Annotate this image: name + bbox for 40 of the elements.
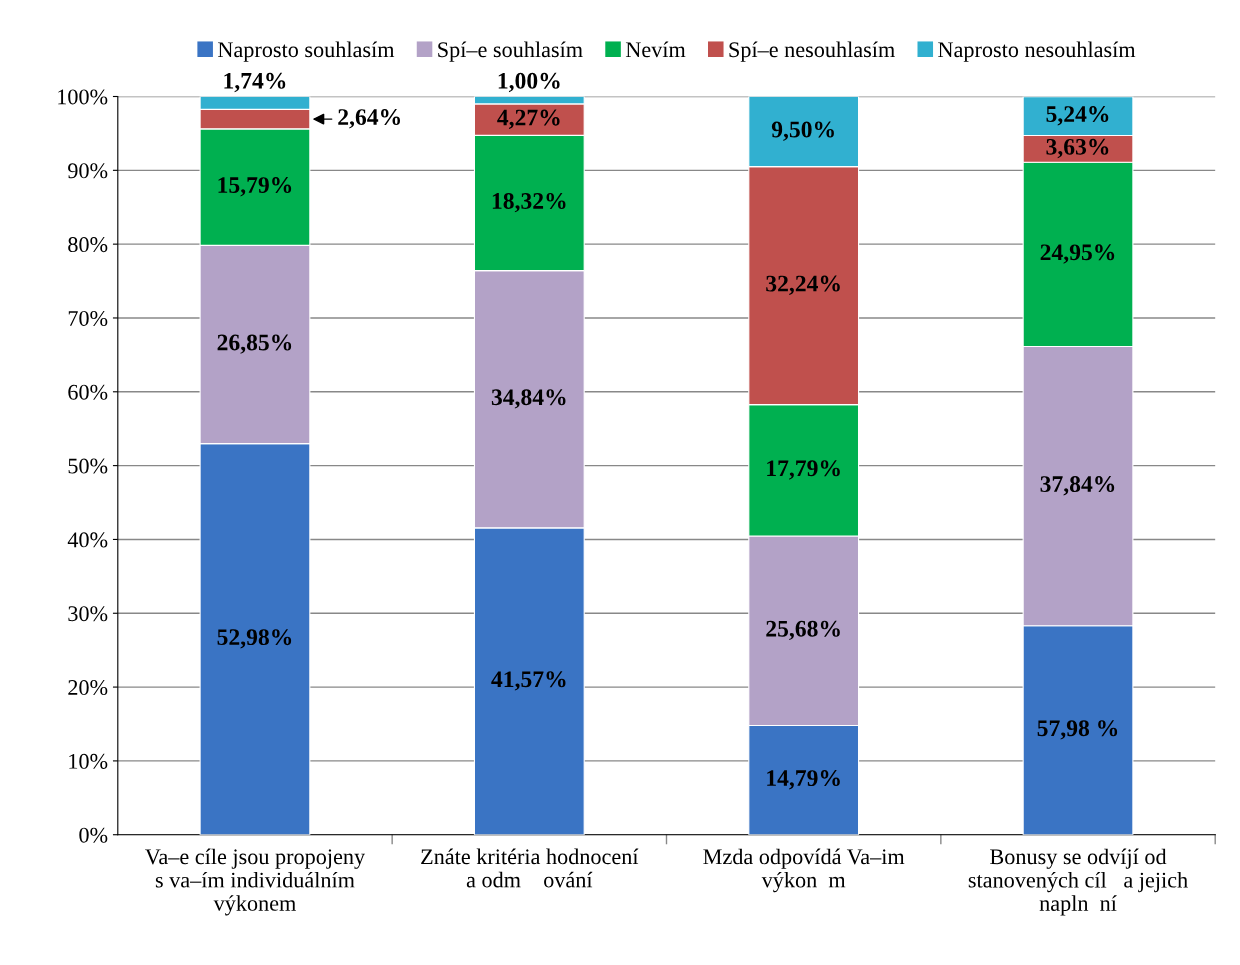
y-tick-label: 70% (68, 310, 108, 326)
y-tick-label: 60% (68, 384, 108, 400)
data-label: 2,64% (338, 109, 400, 129)
data-label: 26,85% (217, 334, 292, 354)
data-label: 25,68% (766, 620, 840, 641)
data-label: 52,98% (217, 629, 292, 649)
y-tick-label: 10% (69, 753, 108, 769)
data-label: 9,50% (771, 121, 834, 141)
data-label: 37,84% (1040, 476, 1115, 496)
legend-label: Spí–e souhlasím (438, 41, 583, 62)
y-tick-label: 20% (68, 680, 108, 696)
legend-label: Naprosto souhlasím (218, 41, 395, 62)
data-label: 4,27% (497, 109, 560, 129)
y-tick-label: 50% (68, 458, 108, 474)
y-tick-label: 30% (68, 606, 108, 622)
data-label: 15,79% (218, 177, 292, 197)
data-label: 17,79% (767, 460, 840, 480)
y-tick-label: 100% (58, 89, 108, 105)
data-label: 41,57% (491, 671, 566, 691)
legend-label: Naprosto nesouhlasím (938, 41, 1136, 62)
y-tick-label: 90% (68, 163, 108, 179)
data-label: 14,79% (767, 770, 840, 790)
legend-label: Spí–e nesouhlasím (729, 41, 895, 62)
y-tick-label: 0% (79, 827, 108, 843)
data-label: 18,32% (492, 193, 566, 213)
x-tick-label: Va–e cíle jsou propojeny s va–ím individuálním výkonem (145, 848, 366, 916)
data-label: 32,24% (766, 275, 840, 295)
data-label: 3,63% (1046, 138, 1109, 159)
legend-label: Nevím (625, 41, 686, 58)
data-label: 24,95% (1040, 244, 1115, 264)
data-label: 34,84% (491, 389, 566, 409)
data-label: 1,00% (498, 72, 560, 93)
y-tick-label: 80% (68, 237, 108, 253)
annotation: 57,98 % (1037, 720, 1118, 740)
x-tick-label: Bonusy se odvíjí od stanovených cíl a jejich napln ní (968, 848, 1188, 916)
data-label: 5,24% (1046, 106, 1109, 126)
y-tick-label: 40% (67, 532, 108, 548)
data-label: 1,74% (224, 72, 286, 93)
x-tick-label: Znáte kritéria hodnocení a odm ování (421, 848, 639, 888)
x-tick-label: Mzda odpovídá Va–im výkon m (703, 848, 905, 893)
